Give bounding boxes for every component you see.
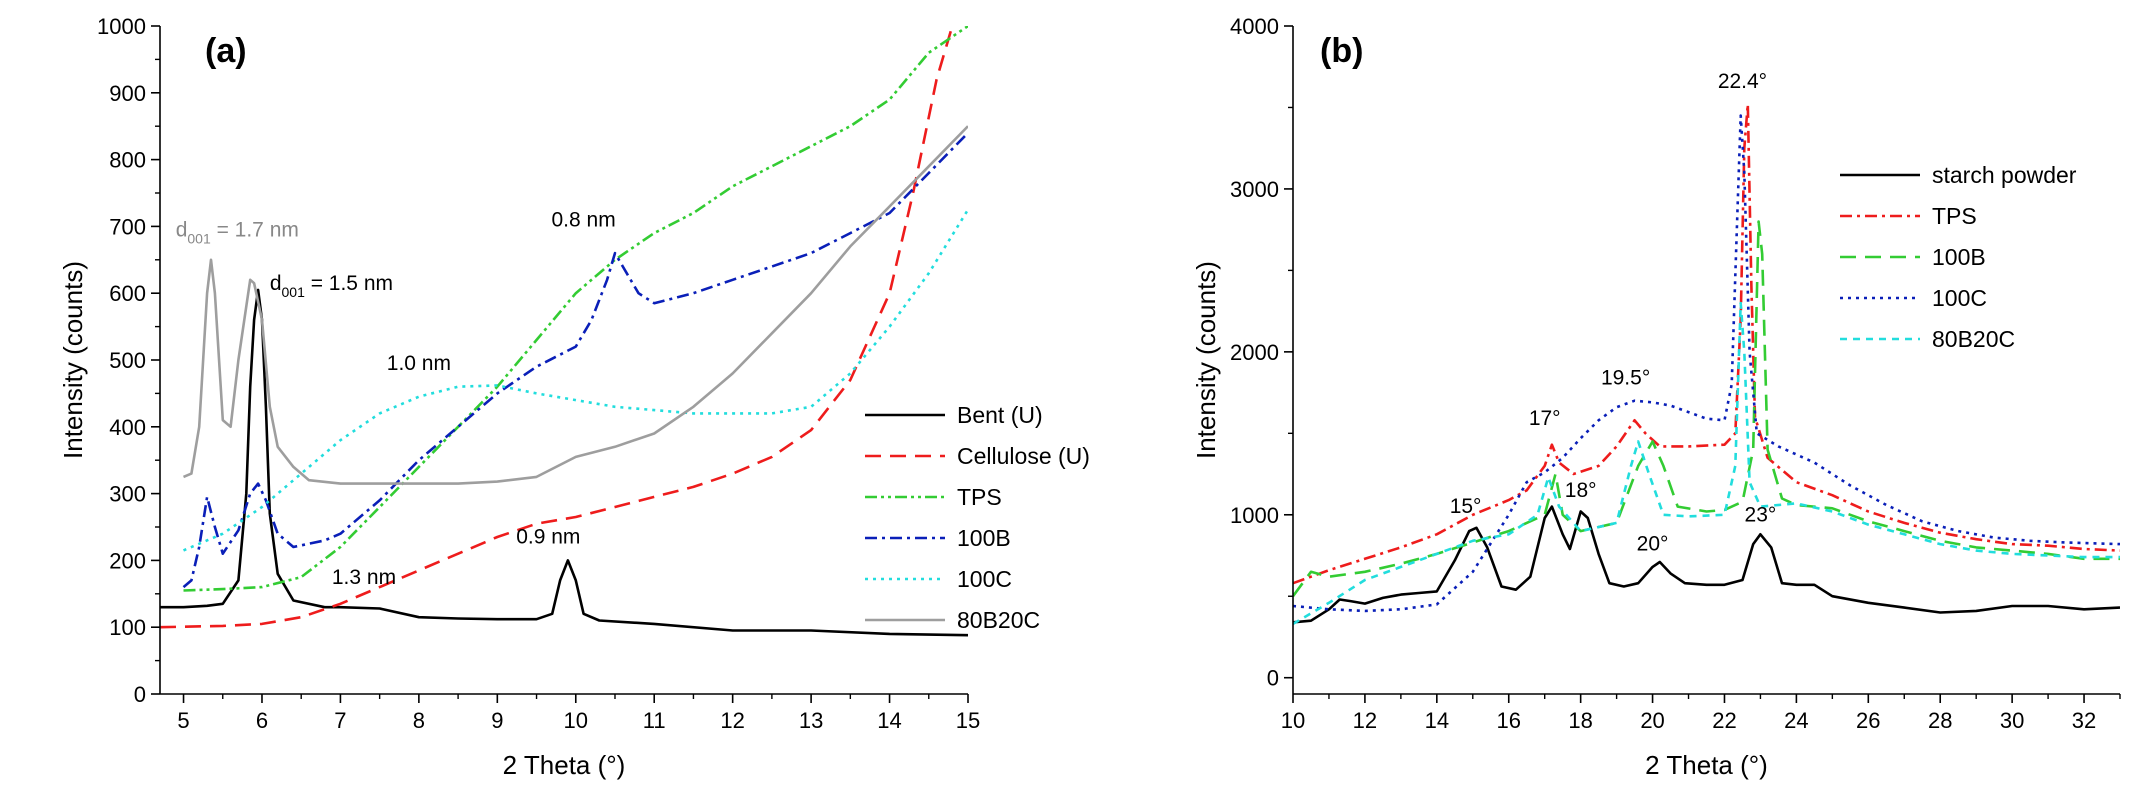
panel-a-y-tick-label-4: 400 — [109, 415, 146, 440]
panel-a-annotation-1: d001 = 1.5 nm — [270, 272, 393, 300]
panel-b-x-tick-label-0: 10 — [1281, 708, 1305, 733]
panel-a-y-tick-label-5: 500 — [109, 348, 146, 373]
panel-a-y-tick-label-1: 100 — [109, 615, 146, 640]
panel-a-series-line-4 — [182, 209, 968, 552]
panel-a-x-tick-label-5: 10 — [564, 708, 588, 733]
panel-a-x-tick-label-0: 5 — [177, 708, 189, 733]
panel-a-x-tick-label-9: 14 — [877, 708, 901, 733]
panel-a-y-tick-label-8: 800 — [109, 148, 146, 173]
panel-a-annotation-4: 1.3 nm — [332, 566, 396, 589]
panel-b-legend-label-4: 80B20C — [1932, 326, 2015, 352]
panel-b-series-line-1 — [1293, 102, 2120, 585]
panel-b-x-tick-label-6: 22 — [1712, 708, 1736, 733]
panel-a-y-tick-label-10: 1000 — [97, 14, 146, 39]
panel-a-x-tick-label-8: 13 — [799, 708, 823, 733]
panel-a-x-tick-label-3: 8 — [413, 708, 425, 733]
panel-a-x-axis-title: 2 Theta (°) — [503, 750, 626, 780]
panel-a-x-tick-label-2: 7 — [334, 708, 346, 733]
panel-b-legend-label-1: TPS — [1932, 203, 1977, 229]
panel-b-x-tick-label-2: 14 — [1425, 708, 1449, 733]
panel-a-series-line-0 — [160, 288, 968, 637]
panel-b-annotation-6: 23° — [1745, 503, 1777, 526]
panel-b-y-tick-label-2: 2000 — [1230, 340, 1279, 365]
panel-a-series-line-1 — [160, 26, 954, 629]
panel-a-annotation-5: 0.9 nm — [516, 526, 580, 549]
panel-b-annotation-4: 18° — [1565, 479, 1597, 502]
panel-b-y-axis-title: Intensity (counts) — [1191, 261, 1221, 459]
panel-a-series-line-2 — [183, 26, 968, 592]
panel-b-x-tick-label-1: 12 — [1353, 708, 1377, 733]
panel-a-series-line-3 — [182, 131, 968, 589]
panel-b-x-axis-title: 2 Theta (°) — [1645, 750, 1768, 780]
panel-b-annotation-1: 19.5° — [1601, 366, 1650, 389]
panel-b-x-tick-label-10: 30 — [2000, 708, 2024, 733]
panel-b-x-tick-label-4: 18 — [1568, 708, 1592, 733]
panel-a-y-tick-label-7: 700 — [109, 214, 146, 239]
panel-b-legend-label-3: 100C — [1932, 285, 1987, 311]
panel-b-series-line-4 — [1293, 301, 2120, 626]
panel-a-x-tick-label-1: 6 — [256, 708, 268, 733]
panel-b-series-line-0 — [1293, 505, 2120, 624]
panel-a-annotation-3: 1.0 nm — [387, 352, 451, 375]
panel-b-y-tick-label-0: 0 — [1267, 666, 1279, 691]
panel-b-series-line-3 — [1293, 114, 2120, 613]
panel-a-y-tick-label-9: 900 — [109, 81, 146, 106]
panel-a-y-tick-label-0: 0 — [134, 682, 146, 707]
panel-b-series-line-2 — [1293, 220, 2120, 597]
panel-b-chart: 10 12 14 16 18 20 22 24 26 28 30 32 0 1000 2000 3000 400… — [1191, 14, 2121, 780]
panel-a-legend-label-1: Cellulose (U) — [957, 443, 1090, 469]
panel-a-x-tick-label-6: 11 — [643, 708, 666, 733]
panel-b-legend-label-0: starch powder — [1932, 162, 2077, 188]
panel-a-y-axis-title: Intensity (counts) — [58, 261, 88, 459]
panel-b-x-tick-label-7: 24 — [1784, 708, 1808, 733]
panel-b-x-tick-label-5: 20 — [1640, 708, 1664, 733]
panel-a-legend: Bent (U) Cellulose (U) TPS 100B 100C 80B20C — [865, 402, 1090, 633]
panel-b-y-tick-label-4: 4000 — [1230, 14, 1279, 39]
panel-a-x-tick-label-4: 9 — [491, 708, 503, 733]
panel-b-x-tick-label-11: 32 — [2072, 708, 2096, 733]
panel-a-panel-label: (a) — [205, 32, 247, 70]
panel-a-y-tick-label-3: 300 — [109, 482, 146, 507]
panel-b-x-tick-label-9: 28 — [1928, 708, 1952, 733]
panel-a-annotation-2: 0.8 nm — [552, 208, 616, 231]
panel-b-x-tick-label-8: 26 — [1856, 708, 1880, 733]
panel-a-legend-label-3: 100B — [957, 525, 1011, 551]
panel-b-panel-label: (b) — [1320, 32, 1363, 70]
panel-a-legend-label-5: 80B20C — [957, 607, 1040, 633]
panel-b-y-tick-label-3: 3000 — [1230, 177, 1279, 202]
panel-a-legend-label-4: 100C — [957, 566, 1012, 592]
panel-a-legend-label-0: Bent (U) — [957, 402, 1043, 428]
panel-b-legend-label-2: 100B — [1932, 244, 1986, 270]
panel-a-annotation-0: d001 = 1.7 nm — [176, 218, 299, 246]
panel-b-annotation-2: 17° — [1529, 407, 1561, 430]
panel-a-chart: 5 6 7 8 9 10 11 12 13 14 15 0 100 200 300 400 500 600 700 8… — [58, 14, 1090, 780]
panel-a-y-tick-label-6: 600 — [109, 281, 146, 306]
panel-a-x-tick-label-10: 15 — [956, 708, 980, 733]
panel-b-annotation-0: 22.4° — [1718, 70, 1767, 93]
panel-a-series-line-5 — [182, 125, 968, 485]
panel-b-y-tick-label-1: 1000 — [1230, 503, 1279, 528]
panel-a-y-tick-label-2: 200 — [109, 548, 146, 573]
panel-a-x-tick-label-7: 12 — [720, 708, 744, 733]
panel-b-x-tick-label-3: 16 — [1496, 708, 1520, 733]
panel-b-annotation-5: 20° — [1637, 533, 1669, 556]
panel-b-annotation-3: 15° — [1450, 495, 1482, 518]
panel-a-legend-label-2: TPS — [957, 484, 1002, 510]
panel-b-legend: starch powder TPS 100B 100C 80B20C — [1840, 162, 2077, 352]
